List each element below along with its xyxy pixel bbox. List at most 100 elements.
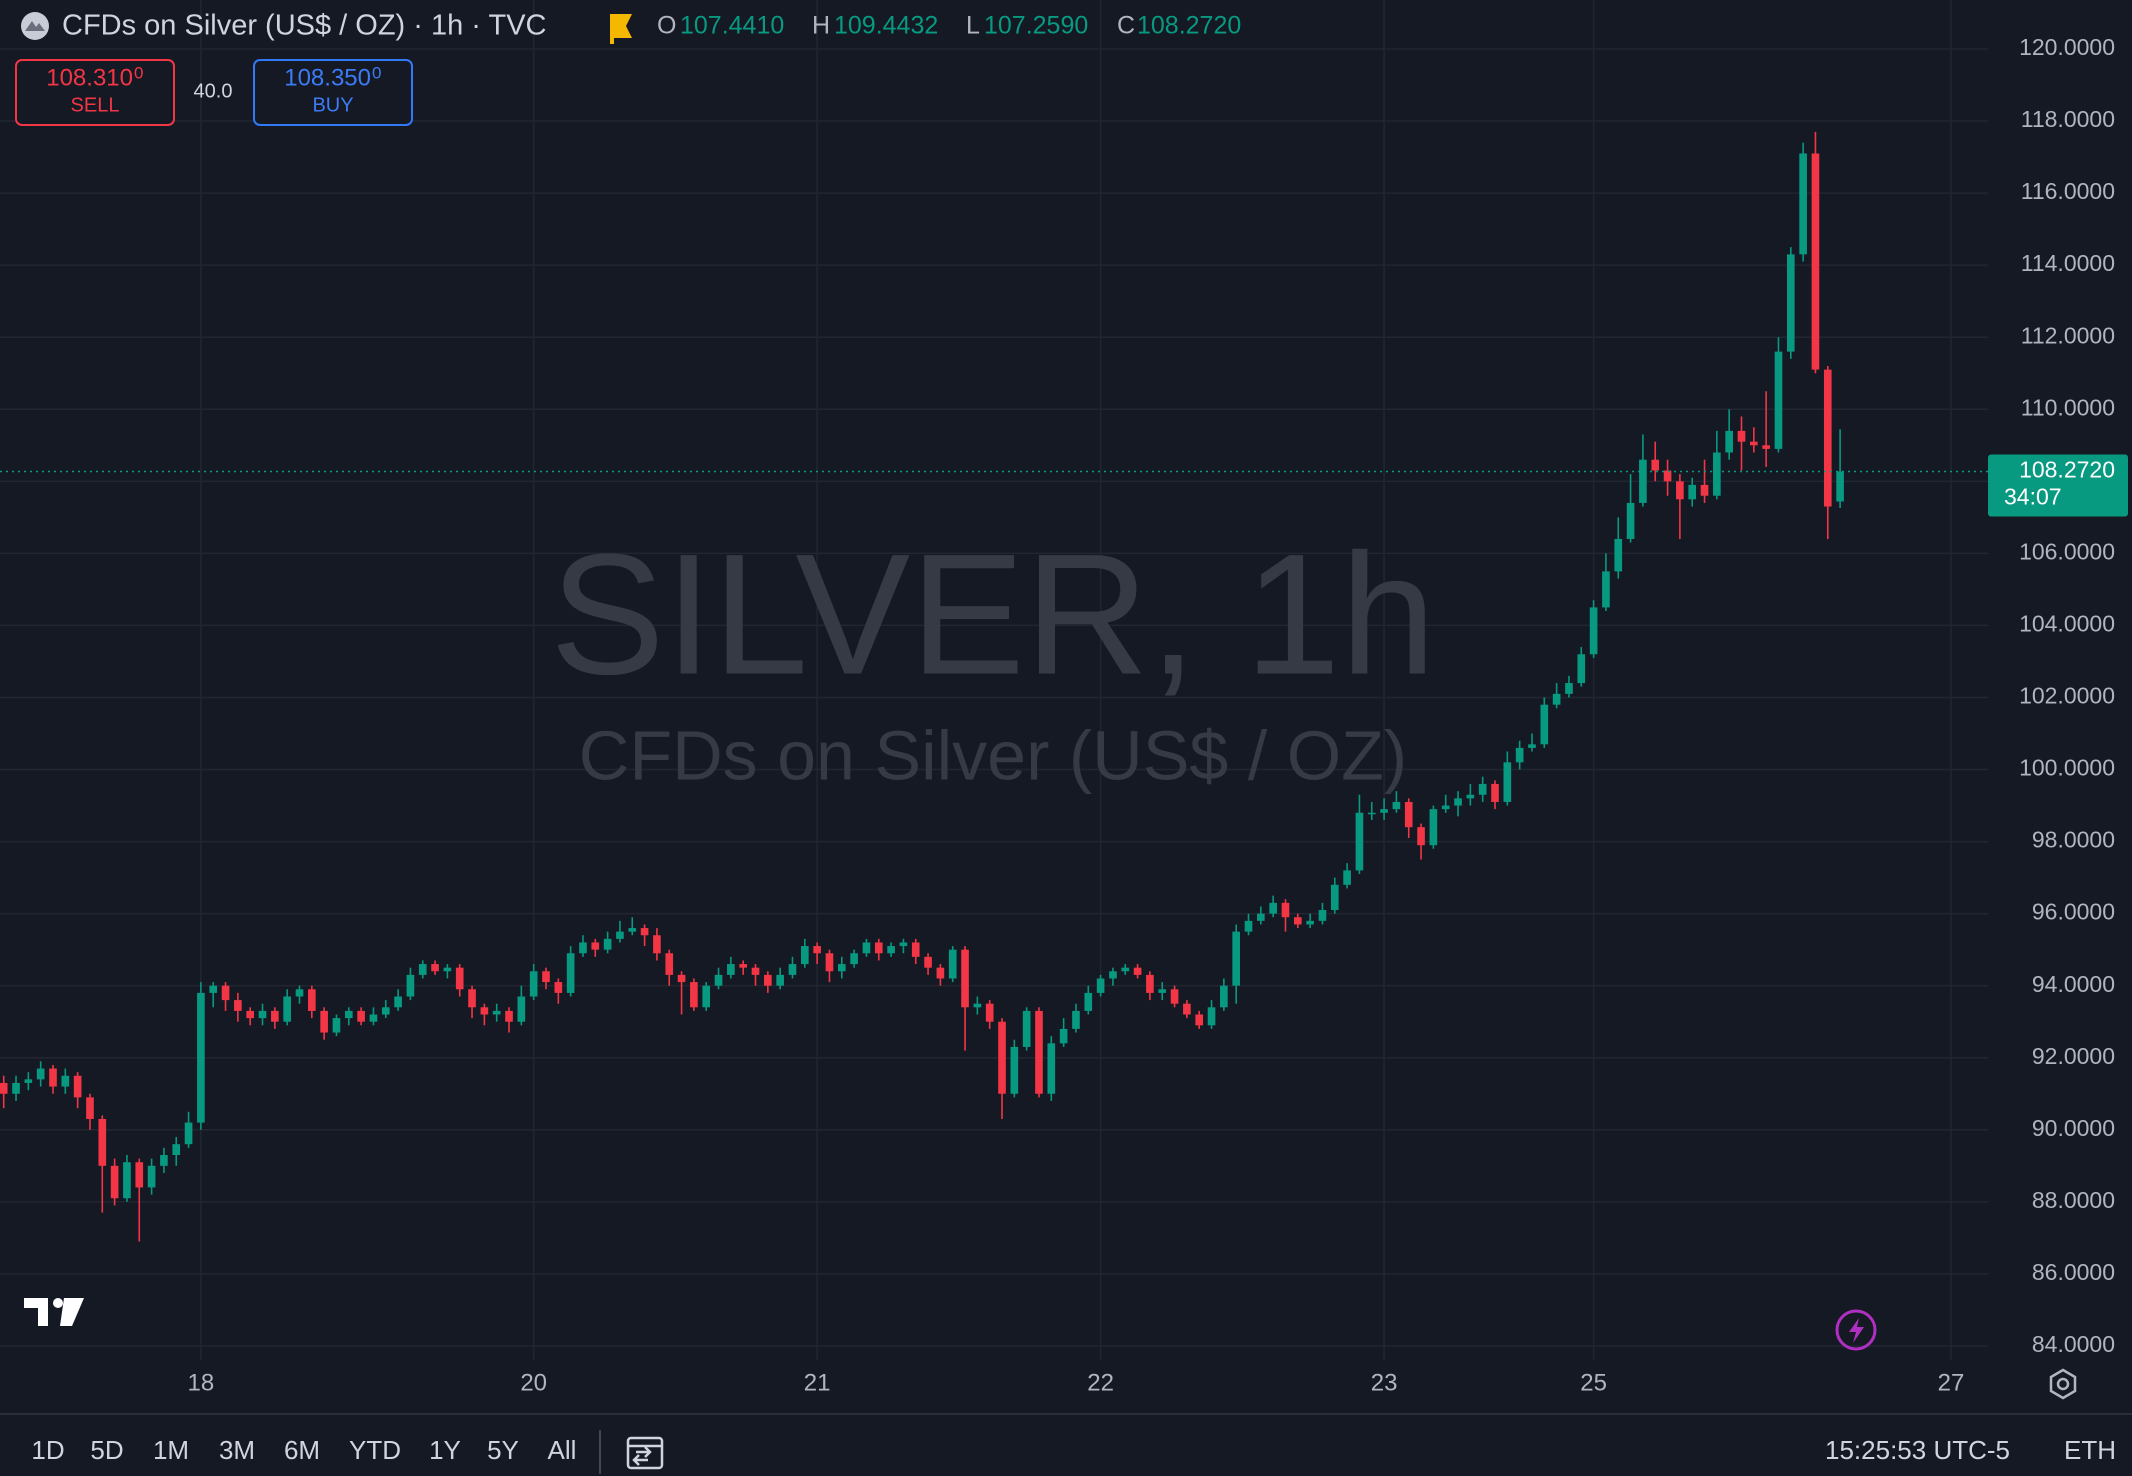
candle-body	[800, 946, 809, 965]
candle-body	[1121, 967, 1130, 972]
buy-box[interactable]	[253, 59, 413, 126]
y-tick-label: 114.0000	[2021, 250, 2115, 276]
candle-body	[160, 1155, 168, 1166]
buy-pip[interactable]: 0	[372, 63, 381, 82]
range-button[interactable]: All	[548, 1435, 577, 1465]
x-tick-label: 22	[1087, 1369, 1114, 1396]
candle-body	[640, 928, 649, 936]
candle-body	[862, 942, 871, 954]
sell-button[interactable]: 108.310 0 SELL	[15, 59, 175, 126]
candle-body	[36, 1068, 45, 1080]
tradingview-logo[interactable]	[24, 1298, 84, 1326]
buy-label[interactable]: BUY	[312, 94, 353, 116]
range-button[interactable]: 3M	[219, 1435, 255, 1465]
range-button[interactable]: 6M	[284, 1435, 320, 1465]
clock[interactable]: 15:25:53 UTC-5	[1825, 1435, 2010, 1465]
candle-body	[443, 967, 452, 972]
candle-body	[1306, 920, 1314, 925]
candle-body	[887, 946, 895, 954]
candle-body	[1133, 967, 1142, 975]
x-tick-label: 21	[804, 1369, 831, 1396]
calendar-arrows[interactable]	[632, 1446, 652, 1466]
candle-body	[1589, 607, 1598, 655]
candle-body	[1022, 1010, 1031, 1047]
candle-body	[1614, 538, 1623, 572]
candle-body	[271, 1010, 279, 1022]
countdown: 34:07	[2004, 484, 2062, 510]
candle-body	[998, 1021, 1006, 1094]
candle-body	[369, 1014, 378, 1022]
lightning-button[interactable]	[1835, 1309, 1877, 1351]
flag-icon[interactable]	[610, 14, 632, 44]
sell-box[interactable]	[15, 59, 175, 126]
candles	[0, 131, 1844, 1242]
candle-body	[394, 996, 402, 1008]
sell-price[interactable]: 108.310	[46, 64, 133, 91]
settings-button[interactable]	[2049, 1368, 2077, 1400]
calendar-body[interactable]	[626, 1436, 664, 1470]
candle-body	[1799, 153, 1807, 255]
y-tick-label: 106.0000	[2019, 538, 2115, 564]
candle-body	[135, 1162, 144, 1188]
candle-body	[418, 964, 427, 975]
range-button[interactable]: YTD	[349, 1435, 401, 1465]
symbol-title[interactable]: CFDs on Silver (US$ / OZ) · 1h · TVC	[62, 10, 547, 42]
candle-body	[0, 1082, 8, 1094]
logo-part	[24, 1298, 48, 1326]
candle-body	[1293, 917, 1302, 925]
candle-body	[1195, 1014, 1204, 1026]
candle-body	[1281, 902, 1290, 918]
session[interactable]: ETH	[2064, 1435, 2116, 1465]
gear-hole[interactable]	[2056, 1377, 2070, 1391]
y-tick-label: 110.0000	[2021, 394, 2115, 420]
candle-body	[1330, 884, 1339, 911]
gear-icon[interactable]	[2049, 1368, 2077, 1400]
range-button[interactable]: 5Y	[487, 1435, 519, 1465]
candle-body	[1429, 809, 1438, 846]
candle-body	[1367, 812, 1376, 815]
candle-body	[702, 985, 711, 1008]
y-tick-label: 116.0000	[2021, 178, 2115, 204]
range-button[interactable]: 5D	[90, 1435, 123, 1465]
y-tick-label: 104.0000	[2019, 610, 2115, 636]
range-bar: 1D 5D 1M 3M 6M YTD 1Y 5Y All	[31, 1435, 576, 1465]
symbol-icon-mark	[25, 21, 45, 31]
candle-body	[813, 946, 821, 954]
sell-pip[interactable]: 0	[134, 63, 143, 82]
date-range-icon[interactable]	[626, 1436, 664, 1470]
lightning-circle[interactable]	[1835, 1309, 1877, 1351]
candle-body	[1404, 801, 1413, 828]
candle-body	[1232, 931, 1241, 986]
candle-body	[344, 1010, 353, 1019]
candle-body	[320, 1010, 328, 1033]
candle-body	[1466, 794, 1475, 799]
lightning-icon[interactable]	[1849, 1318, 1864, 1343]
candle-body	[295, 989, 304, 997]
sell-label[interactable]: SELL	[71, 94, 120, 116]
candle-body	[98, 1118, 107, 1166]
range-button[interactable]: 1D	[31, 1435, 64, 1465]
range-button[interactable]: 1Y	[429, 1435, 461, 1465]
candle-body	[283, 996, 291, 1022]
ohlc-value: 107.4410	[680, 12, 784, 40]
candle-body	[1639, 459, 1647, 503]
candle-body	[566, 953, 575, 993]
range-button[interactable]: 1M	[153, 1435, 189, 1465]
candle-body	[1269, 902, 1277, 914]
candle-body	[1059, 1028, 1068, 1044]
candle-body	[209, 985, 218, 993]
buy-button[interactable]: 108.350 0 BUY	[253, 59, 413, 126]
buy-price[interactable]: 108.350	[284, 64, 371, 91]
candle-body	[1626, 502, 1635, 539]
candle-body	[258, 1010, 267, 1019]
candle-body	[899, 942, 908, 947]
ohlc-letter: H	[812, 12, 830, 40]
watermark-title: SILVER, 1h	[550, 518, 1436, 710]
candle-body	[1478, 783, 1487, 795]
candle-body	[788, 964, 797, 975]
y-tick-label: 90.0000	[2032, 1115, 2115, 1141]
candle-body	[529, 971, 538, 997]
x-tick-label: 18	[188, 1369, 215, 1396]
